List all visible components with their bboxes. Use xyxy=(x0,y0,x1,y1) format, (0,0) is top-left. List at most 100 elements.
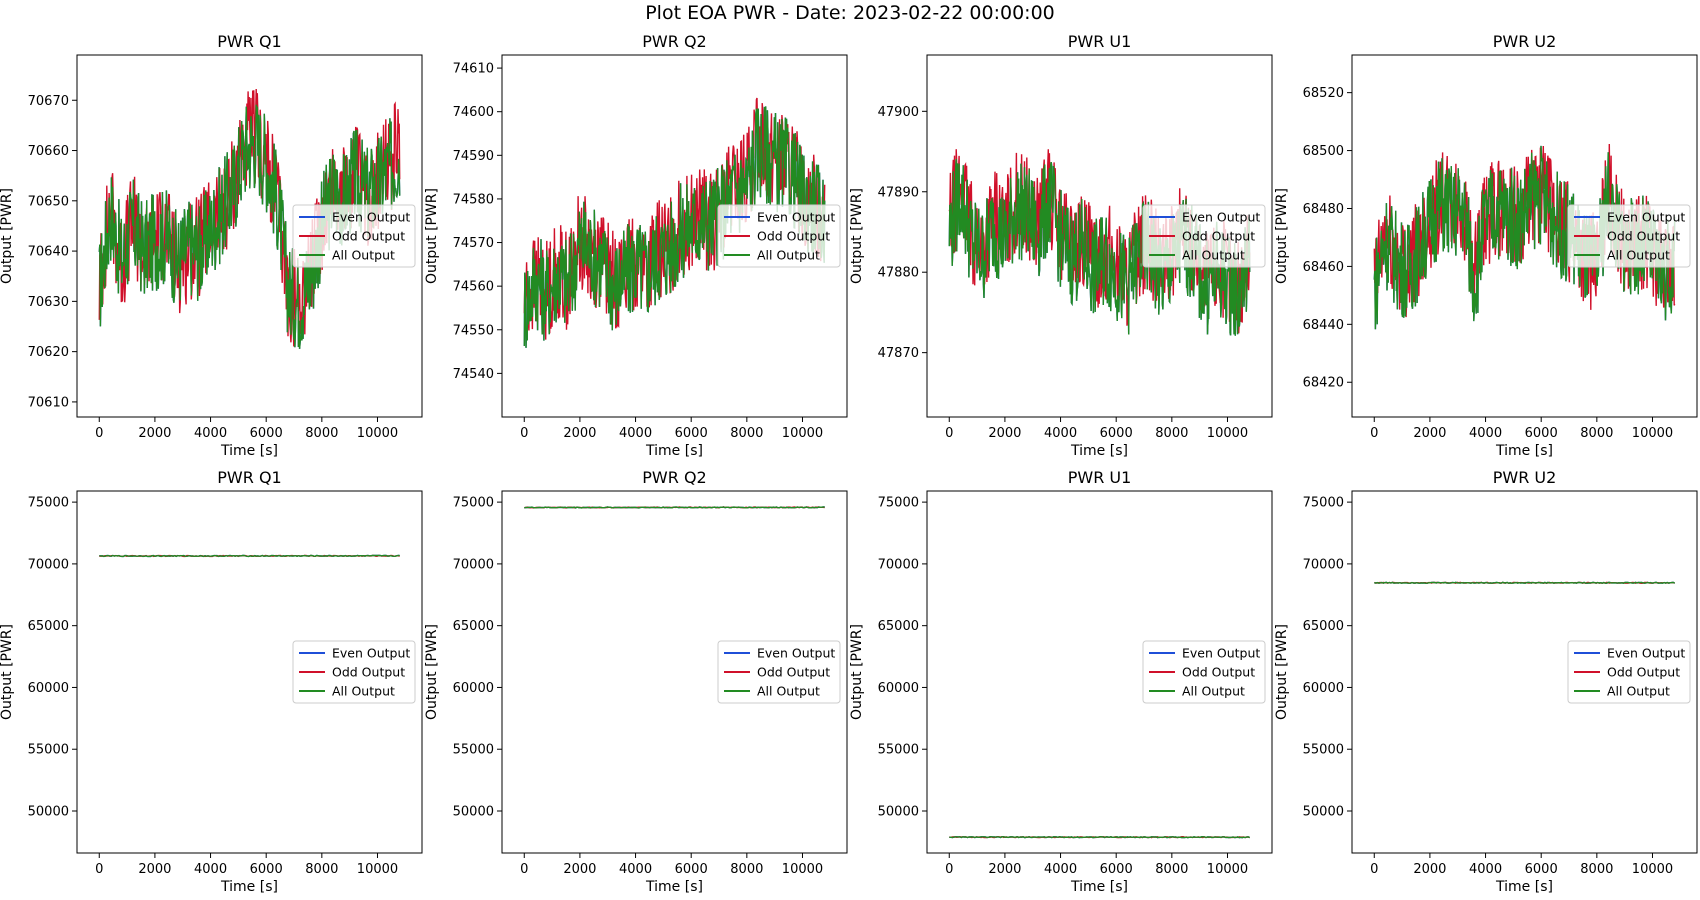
x-tick-label: 4000 xyxy=(1469,862,1502,877)
x-tick-label: 4000 xyxy=(1044,426,1077,441)
y-tick-label: 60000 xyxy=(28,681,69,696)
y-tick-label: 75000 xyxy=(453,496,494,511)
legend-label: Even Output xyxy=(332,210,410,225)
legend-box xyxy=(717,640,841,704)
legend-label: Odd Output xyxy=(757,229,830,244)
y-tick-label: 55000 xyxy=(1303,743,1344,758)
y-tick-label: 75000 xyxy=(28,496,69,511)
x-tick-label: 0 xyxy=(95,426,103,441)
x-tick-label: 10000 xyxy=(1632,862,1673,877)
x-tick-label: 8000 xyxy=(730,426,763,441)
legend-label: Odd Output xyxy=(757,665,830,680)
legend-box xyxy=(717,204,841,268)
x-tick-label: 8000 xyxy=(730,862,763,877)
y-tick-label: 65000 xyxy=(878,619,919,634)
y-tick-label: 75000 xyxy=(878,496,919,511)
subplot-title: PWR Q1 xyxy=(217,468,281,487)
legend-label: Odd Output xyxy=(1607,229,1680,244)
legend-label: Odd Output xyxy=(332,665,405,680)
x-tick-label: 0 xyxy=(945,862,953,877)
x-axis-label: Time [s] xyxy=(220,443,278,459)
y-tick-label: 55000 xyxy=(453,743,494,758)
legend: Even Output Odd Output All Output xyxy=(717,204,841,268)
y-axis-label: Output [PWR] xyxy=(1274,624,1290,720)
series-line-all-output xyxy=(949,835,1251,839)
legend-label: All Output xyxy=(1607,248,1670,263)
x-axis-label: Time [s] xyxy=(220,879,278,895)
x-tick-label: 4000 xyxy=(194,862,227,877)
legend: Even Output Odd Output All Output xyxy=(1567,204,1691,268)
x-axis-label: Time [s] xyxy=(645,879,703,895)
y-tick-label: 70620 xyxy=(28,345,69,360)
figure-title: Plot EOA PWR - Date: 2023-02-22 00:00:00 xyxy=(645,2,1055,24)
legend-label: Even Output xyxy=(1182,210,1260,225)
x-tick-label: 0 xyxy=(1370,426,1378,441)
y-tick-label: 70000 xyxy=(28,557,69,572)
y-tick-label: 55000 xyxy=(28,743,69,758)
y-tick-label: 70000 xyxy=(878,557,919,572)
series-line-all-output xyxy=(99,554,400,558)
subplot-4: PWR U2 0 2000 4000 6000 8000 10000 68420 68440 68… xyxy=(1274,32,1698,459)
subplot-3: PWR U1 0 2000 4000 6000 8000 10000 47870 47880 47… xyxy=(849,32,1273,459)
x-tick-label: 4000 xyxy=(1044,862,1077,877)
axes-frame xyxy=(501,490,848,854)
legend: Even Output Odd Output All Output xyxy=(292,640,416,704)
x-axis-label: Time [s] xyxy=(645,443,703,459)
legend-label: Even Output xyxy=(1182,646,1260,661)
axes-frame xyxy=(926,54,1273,418)
x-tick-label: 4000 xyxy=(619,426,652,441)
subplot-title: PWR Q2 xyxy=(642,32,706,51)
y-tick-label: 55000 xyxy=(878,743,919,758)
x-tick-label: 0 xyxy=(520,426,528,441)
axes-frame xyxy=(1351,490,1698,854)
axes-frame xyxy=(76,490,423,854)
x-axis-label: Time [s] xyxy=(1070,443,1128,459)
y-tick-label: 70640 xyxy=(28,245,69,260)
y-axis-label: Output [PWR] xyxy=(0,624,15,720)
y-tick-label: 50000 xyxy=(1303,804,1344,819)
y-tick-label: 68520 xyxy=(1303,86,1344,101)
series-line-all-output xyxy=(524,506,825,509)
subplot-8: PWR U2 0 2000 4000 6000 8000 10000 50000 55000 60… xyxy=(1274,468,1698,895)
y-tick-label: 50000 xyxy=(878,804,919,819)
y-tick-label: 68420 xyxy=(1303,376,1344,391)
y-tick-label: 70610 xyxy=(28,395,69,410)
legend-box xyxy=(292,204,416,268)
y-tick-label: 74570 xyxy=(453,236,494,251)
y-axis-label: Output [PWR] xyxy=(1274,188,1290,284)
x-tick-label: 10000 xyxy=(1207,426,1248,441)
y-tick-label: 70630 xyxy=(28,295,69,310)
y-tick-label: 47880 xyxy=(878,266,919,281)
subplot-title: PWR U1 xyxy=(1068,468,1132,487)
legend-box xyxy=(1142,204,1266,268)
x-tick-label: 6000 xyxy=(1525,862,1558,877)
y-axis-label: Output [PWR] xyxy=(424,188,440,284)
legend-box xyxy=(1567,640,1691,704)
subplot-5: PWR Q1 0 2000 4000 6000 8000 10000 50000 55000 60… xyxy=(0,468,423,895)
y-tick-label: 65000 xyxy=(28,619,69,634)
series-line-all-output xyxy=(98,104,401,349)
y-tick-label: 75000 xyxy=(1303,496,1344,511)
x-tick-label: 4000 xyxy=(194,426,227,441)
x-tick-label: 8000 xyxy=(1580,862,1613,877)
x-tick-label: 6000 xyxy=(250,862,283,877)
legend-box xyxy=(1567,204,1691,268)
y-tick-label: 47900 xyxy=(878,105,919,120)
x-tick-label: 0 xyxy=(95,862,103,877)
y-tick-label: 74560 xyxy=(453,280,494,295)
legend-label: All Output xyxy=(757,684,820,699)
x-tick-label: 6000 xyxy=(250,426,283,441)
legend-label: Even Output xyxy=(1607,646,1685,661)
x-tick-label: 8000 xyxy=(1580,426,1613,441)
y-tick-label: 68500 xyxy=(1303,144,1344,159)
legend-label: Even Output xyxy=(332,646,410,661)
subplot-2: PWR Q2 0 2000 4000 6000 8000 10000 74540 74550 74… xyxy=(424,32,848,459)
y-tick-label: 47890 xyxy=(878,185,919,200)
subplot-title: PWR U2 xyxy=(1493,468,1557,487)
x-tick-label: 2000 xyxy=(1413,862,1446,877)
x-tick-label: 0 xyxy=(1370,862,1378,877)
x-tick-label: 6000 xyxy=(675,862,708,877)
y-tick-label: 74550 xyxy=(453,323,494,338)
legend-label: All Output xyxy=(332,248,395,263)
